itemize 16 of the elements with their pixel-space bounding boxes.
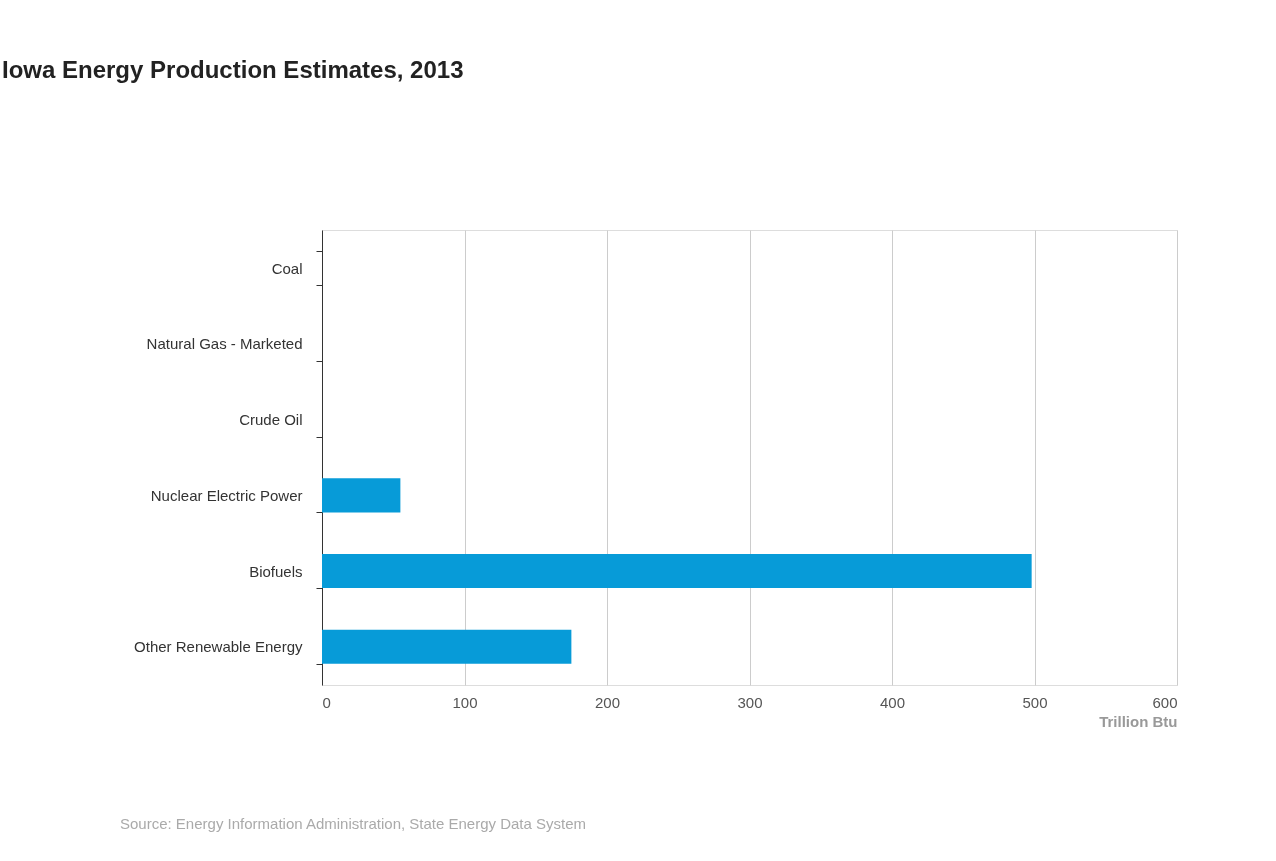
- y-tick-label: Natural Gas - Marketed: [146, 335, 303, 353]
- x-tick-label: 300: [737, 693, 763, 711]
- y-tick-label: Coal: [271, 259, 303, 277]
- y-tick-label: Other Renewable Energy: [134, 638, 303, 656]
- source-note: Source: Energy Information Administration, State Energy Data System: [120, 815, 587, 832]
- x-tick-label: 200: [594, 693, 621, 711]
- x-tick-label: 600: [1152, 693, 1178, 711]
- y-tick-label: Crude Oil: [239, 411, 303, 429]
- x-tick-label: 100: [452, 693, 478, 711]
- x-tick-label: 0: [322, 693, 331, 711]
- y-tick-label: Biofuels: [249, 562, 303, 580]
- y-tick-label: Nuclear Electric Power: [150, 486, 303, 504]
- x-axis-title: Trillion Btu: [1099, 712, 1178, 730]
- x-tick-label: 400: [879, 693, 906, 711]
- x-tick-label: 500: [1022, 693, 1048, 711]
- chart-title: Iowa Energy Production Estimates, 2013: [2, 56, 464, 83]
